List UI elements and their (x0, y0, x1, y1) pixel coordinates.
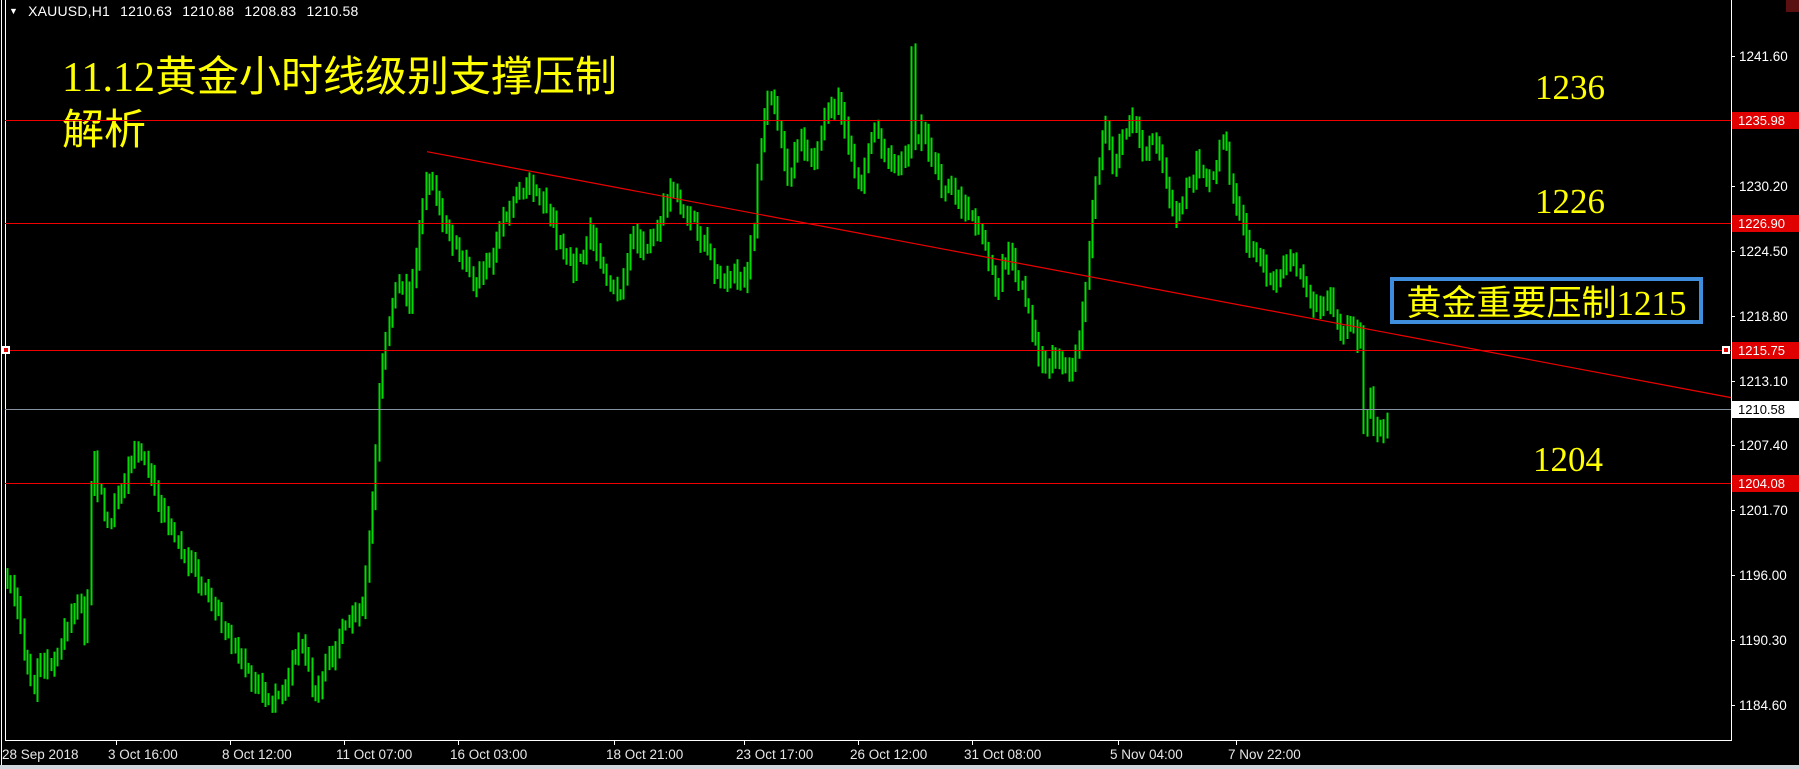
time-axis-label: 5 Nov 04:00 (1110, 747, 1183, 762)
price-axis-label: 1190.30 (1739, 633, 1787, 648)
time-axis-tick (858, 741, 859, 745)
time-axis-tick (458, 741, 459, 745)
time-axis-tick (116, 741, 117, 745)
time-axis-label: 11 Oct 07:00 (336, 747, 413, 762)
analysis-title-line1: 11.12黄金小时线级别支撑压制 (62, 55, 617, 101)
time-axis-tick (614, 741, 615, 745)
price-axis-tick (1731, 445, 1735, 446)
time-axis-tick (972, 741, 973, 745)
time-axis-label: 18 Oct 21:00 (606, 747, 684, 762)
time-axis-label: 16 Oct 03:00 (450, 747, 528, 762)
price-axis-label: 1224.50 (1739, 244, 1788, 259)
price-axis-label: 1201.70 (1739, 503, 1788, 518)
price-axis-tick (1731, 381, 1735, 382)
price-level-badge: 1204.08 (1732, 475, 1799, 492)
price-axis-label: 1218.80 (1739, 309, 1788, 324)
analysis-title: 11.12黄金小时线级别支撑压制 解析 (62, 52, 617, 158)
symbol-period: XAUUSD,H1 (28, 3, 111, 19)
window-corner-button[interactable] (1786, 0, 1799, 12)
time-axis-tick (230, 741, 231, 745)
price-axis-tick (1731, 510, 1735, 511)
price-axis-tick (1731, 56, 1735, 57)
quote-high: 1210.88 (182, 3, 235, 19)
time-axis-label: 8 Oct 12:00 (222, 747, 292, 762)
time-axis-tick (1118, 741, 1119, 745)
horizontal-level-line[interactable] (5, 120, 1731, 121)
time-axis-edge-label: 28 Sep 2018 (2, 747, 79, 762)
analysis-title-line2: 解析 (62, 108, 147, 154)
resistance-note-text: 黄金重要压制1215 (1406, 284, 1687, 323)
line-drag-handle[interactable] (2, 346, 10, 354)
price-axis-label: 1207.40 (1739, 438, 1788, 453)
price-axis-label: 1196.00 (1739, 568, 1787, 583)
window-bottom-strip (0, 765, 1799, 769)
level-label: 1226 (1535, 182, 1605, 221)
time-axis-label: 3 Oct 16:00 (108, 747, 178, 762)
price-axis-tick (1731, 186, 1735, 187)
price-axis-tick (1731, 705, 1735, 706)
quote-header: ▼ XAUUSD,H1 1210.63 1210.88 1208.83 1210.… (9, 3, 364, 19)
price-axis-tick (1731, 316, 1735, 317)
time-axis-label: 31 Oct 08:00 (964, 747, 1042, 762)
quote-low: 1208.83 (244, 3, 297, 19)
time-axis-label: 26 Oct 12:00 (850, 747, 928, 762)
time-axis-tick (1236, 741, 1237, 745)
line-drag-handle[interactable] (1722, 346, 1730, 354)
current-price-badge: 1210.58 (1732, 401, 1799, 418)
price-level-badge: 1215.75 (1732, 342, 1799, 359)
price-axis-tick (1731, 640, 1735, 641)
level-label: 1204 (1533, 440, 1603, 479)
resistance-note-box[interactable]: 黄金重要压制1215 (1390, 277, 1703, 324)
time-axis-tick (744, 741, 745, 745)
horizontal-level-line[interactable] (5, 350, 1731, 351)
price-axis-label: 1184.60 (1739, 698, 1787, 713)
price-axis-tick (1731, 251, 1735, 252)
level-label: 1236 (1535, 68, 1605, 107)
current-price-line (5, 409, 1731, 410)
quote-open: 1210.63 (120, 3, 173, 19)
price-axis-tick (1731, 575, 1735, 576)
price-level-badge: 1235.98 (1732, 112, 1799, 129)
time-axis-label: 7 Nov 22:00 (1228, 747, 1301, 762)
price-level-badge: 1226.90 (1732, 215, 1799, 232)
price-axis-separator (1731, 0, 1732, 740)
price-axis-label: 1241.60 (1739, 49, 1788, 64)
window-left-edge (1, 0, 2, 765)
price-axis-label: 1230.20 (1739, 179, 1788, 194)
price-axis-label: 1213.10 (1739, 374, 1788, 389)
horizontal-level-line[interactable] (5, 223, 1731, 224)
quote-close: 1210.58 (306, 3, 359, 19)
time-axis-label: 23 Oct 17:00 (736, 747, 814, 762)
time-axis-tick (344, 741, 345, 745)
plot-bottom-border (5, 740, 1732, 741)
plot-left-border (5, 0, 6, 740)
dropdown-arrow-icon[interactable]: ▼ (9, 6, 19, 16)
horizontal-level-line[interactable] (5, 483, 1731, 484)
